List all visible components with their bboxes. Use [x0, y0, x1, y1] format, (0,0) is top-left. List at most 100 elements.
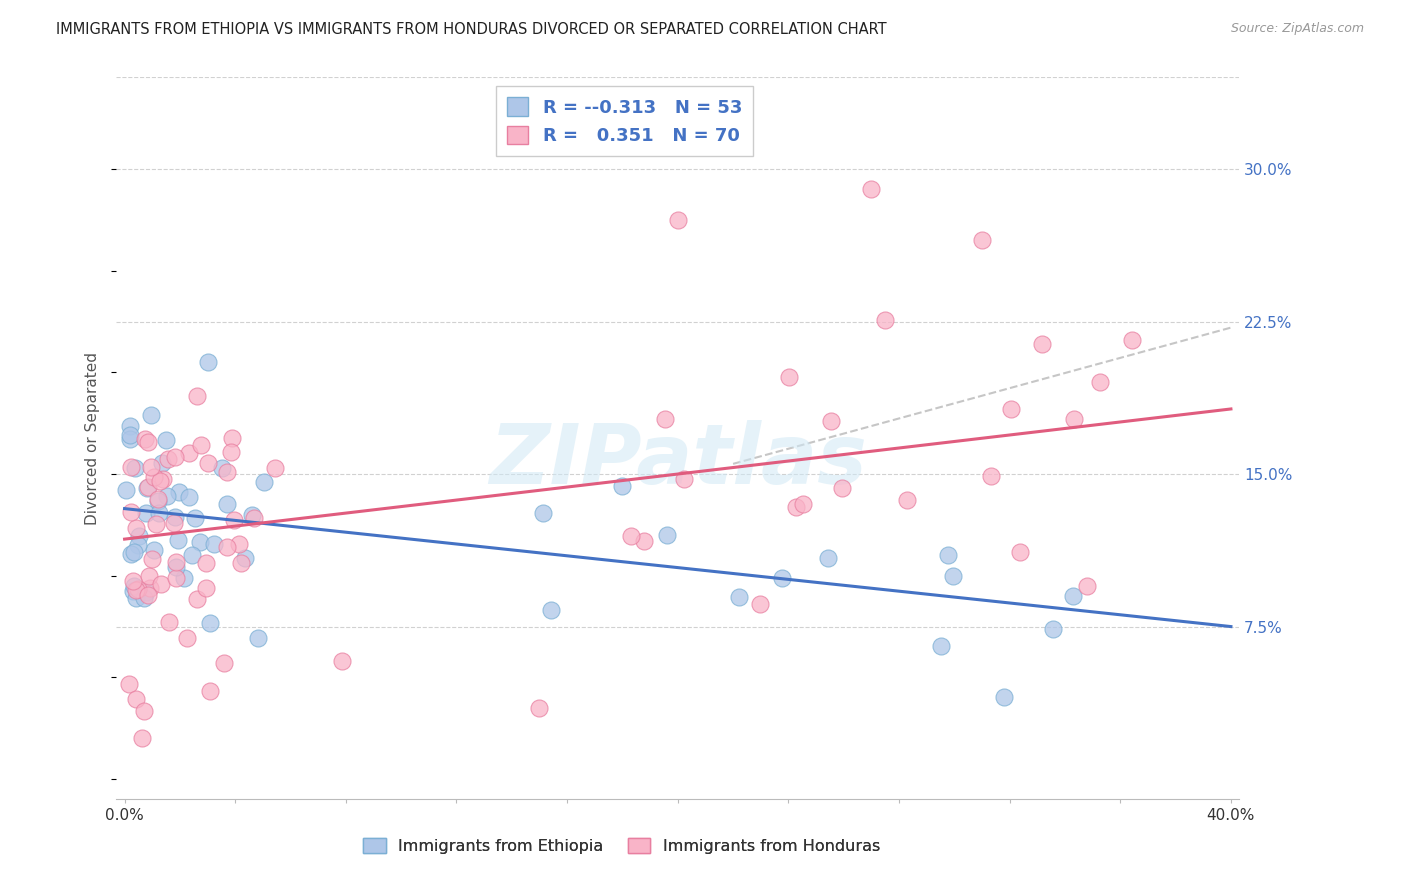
Point — [181, 548, 204, 562]
Point — [202, 536, 225, 550]
Point — [156, 489, 179, 503]
Point — [229, 556, 252, 570]
Point — [1063, 412, 1085, 426]
Point — [167, 484, 190, 499]
Point — [217, 540, 239, 554]
Point — [132, 591, 155, 606]
Point — [122, 545, 145, 559]
Point — [136, 480, 159, 494]
Point — [152, 472, 174, 486]
Point — [149, 475, 172, 489]
Point — [728, 590, 751, 604]
Point — [148, 507, 170, 521]
Text: Source: ZipAtlas.com: Source: ZipAtlas.com — [1230, 22, 1364, 36]
Point — [177, 490, 200, 504]
Point — [785, 500, 807, 515]
Point — [114, 483, 136, 498]
Point — [198, 684, 221, 698]
Point — [666, 212, 689, 227]
Point — [120, 460, 142, 475]
Point — [529, 701, 551, 715]
Point — [176, 631, 198, 645]
Point — [157, 615, 180, 630]
Point — [141, 460, 163, 475]
Point — [197, 355, 219, 369]
Point — [138, 569, 160, 583]
Point — [778, 370, 800, 384]
Point — [118, 677, 141, 691]
Point — [770, 572, 793, 586]
Point — [122, 584, 145, 599]
Point — [820, 414, 842, 428]
Point — [120, 506, 142, 520]
Point — [142, 542, 165, 557]
Point — [612, 478, 634, 492]
Point — [127, 582, 149, 597]
Point — [531, 507, 554, 521]
Point — [655, 528, 678, 542]
Text: ZIPatlas: ZIPatlas — [489, 419, 866, 500]
Point — [139, 408, 162, 422]
Point — [121, 574, 143, 588]
Point — [167, 533, 190, 548]
Point — [195, 557, 218, 571]
Point — [127, 538, 149, 552]
Point — [122, 578, 145, 592]
Point — [243, 511, 266, 525]
Point — [540, 603, 562, 617]
Point — [139, 581, 162, 595]
Point — [125, 583, 148, 598]
Point — [1042, 623, 1064, 637]
Point — [212, 656, 235, 670]
Point — [1031, 337, 1053, 351]
Point — [186, 592, 208, 607]
Point — [330, 654, 353, 668]
Point — [1000, 401, 1022, 416]
Y-axis label: Divorced or Separated: Divorced or Separated — [86, 352, 100, 525]
Point — [938, 548, 960, 562]
Point — [1062, 589, 1084, 603]
Point — [118, 428, 141, 442]
Point — [197, 456, 219, 470]
Point — [673, 473, 696, 487]
Point — [264, 460, 287, 475]
Point — [173, 571, 195, 585]
Point — [221, 445, 243, 459]
Point — [155, 433, 177, 447]
Point — [200, 615, 222, 630]
Point — [792, 497, 814, 511]
Point — [1076, 579, 1098, 593]
Point — [186, 389, 208, 403]
Point — [135, 506, 157, 520]
Point — [145, 516, 167, 531]
Point — [120, 418, 142, 433]
Point — [228, 536, 250, 550]
Point — [135, 481, 157, 495]
Point — [633, 534, 655, 549]
Point — [163, 516, 186, 530]
Text: IMMIGRANTS FROM ETHIOPIA VS IMMIGRANTS FROM HONDURAS DIVORCED OR SEPARATED CORRE: IMMIGRANTS FROM ETHIOPIA VS IMMIGRANTS F… — [56, 22, 887, 37]
Point — [150, 456, 173, 470]
Point — [146, 494, 169, 508]
Point — [188, 535, 211, 549]
Point — [253, 475, 276, 490]
Point — [980, 468, 1002, 483]
Legend: Immigrants from Ethiopia, Immigrants from Honduras: Immigrants from Ethiopia, Immigrants fro… — [357, 831, 886, 860]
Point — [156, 451, 179, 466]
Point — [120, 547, 142, 561]
Point — [131, 731, 153, 746]
Point — [215, 497, 238, 511]
Point — [1121, 333, 1143, 347]
Point — [141, 552, 163, 566]
Point — [138, 588, 160, 602]
Point — [135, 585, 157, 599]
Point — [149, 576, 172, 591]
Point — [194, 582, 217, 596]
Point — [221, 431, 243, 445]
Point — [128, 529, 150, 543]
Point — [942, 569, 965, 583]
Point — [970, 233, 993, 247]
Point — [240, 508, 263, 523]
Point — [132, 704, 155, 718]
Point — [125, 691, 148, 706]
